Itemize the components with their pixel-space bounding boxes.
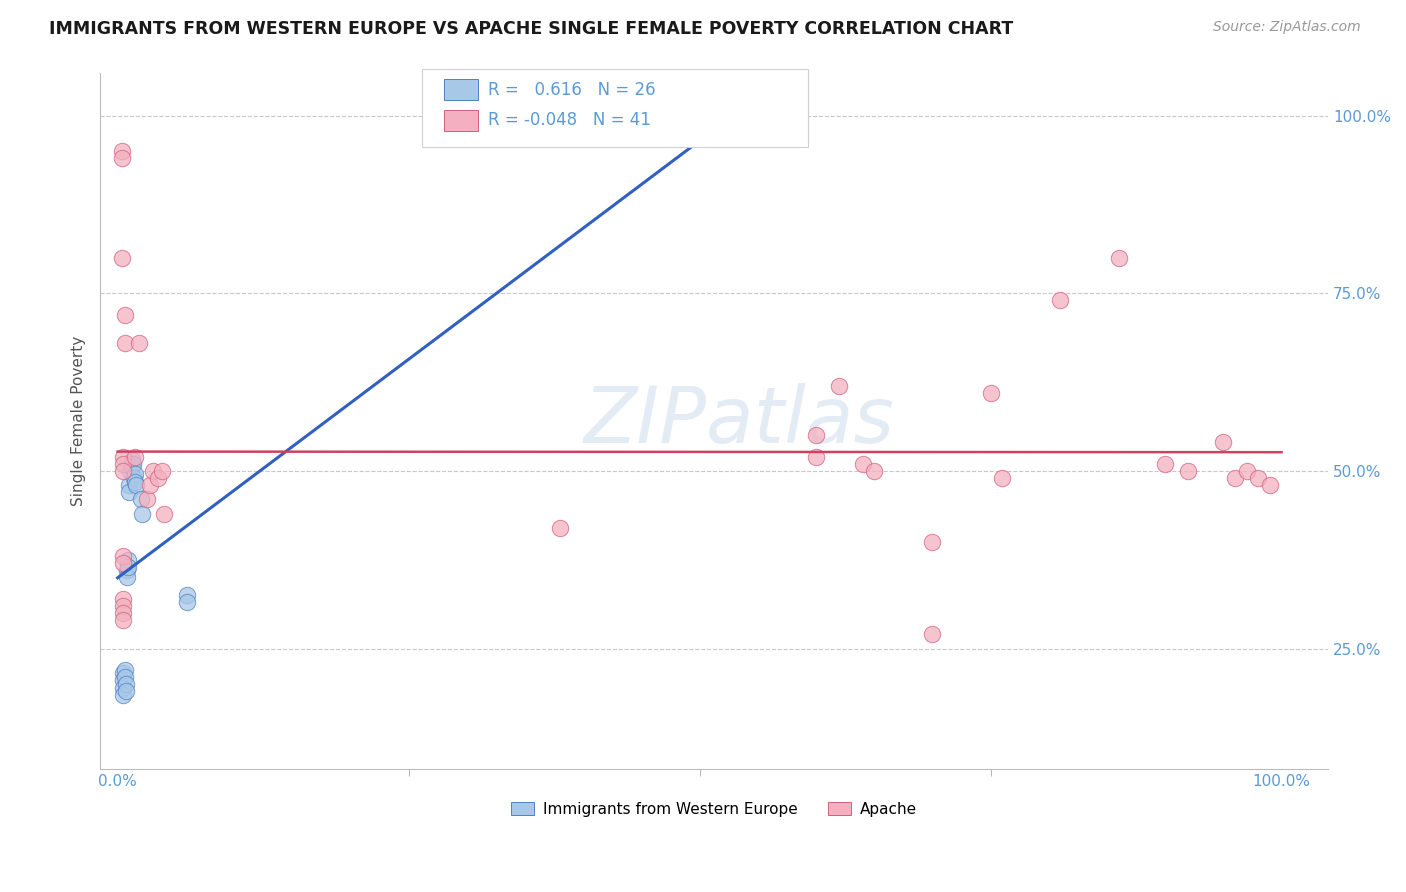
Point [1236, 464, 1258, 478]
Point [1223, 471, 1246, 485]
Point [1212, 435, 1234, 450]
Point [921, 535, 943, 549]
Point [804, 450, 827, 464]
Point [148, 471, 170, 485]
Text: ZIPatlas: ZIPatlas [583, 384, 894, 459]
Point [139, 478, 162, 492]
Point [114, 684, 136, 698]
Point [112, 673, 135, 688]
Point [112, 599, 135, 613]
Point [548, 521, 571, 535]
Point [125, 478, 148, 492]
Text: Source: ZipAtlas.com: Source: ZipAtlas.com [1213, 20, 1361, 34]
Point [129, 492, 152, 507]
Point [114, 308, 136, 322]
Point [153, 507, 176, 521]
Text: IMMIGRANTS FROM WESTERN EUROPE VS APACHE SINGLE FEMALE POVERTY CORRELATION CHART: IMMIGRANTS FROM WESTERN EUROPE VS APACHE… [49, 20, 1014, 37]
Point [980, 385, 1002, 400]
Point [121, 460, 143, 475]
Point [141, 464, 163, 478]
Point [135, 492, 157, 507]
Point [112, 688, 135, 702]
Point [112, 556, 135, 570]
Point [176, 588, 198, 602]
Point [828, 378, 851, 392]
Point [1258, 478, 1281, 492]
Point [131, 507, 153, 521]
Point [121, 453, 143, 467]
Point [112, 613, 135, 627]
Point [117, 552, 139, 566]
Point [150, 464, 173, 478]
Point [115, 563, 138, 577]
Point [1177, 464, 1199, 478]
Point [114, 670, 136, 684]
Point [991, 471, 1014, 485]
Point [124, 450, 146, 464]
Point [122, 471, 145, 485]
Point [176, 595, 198, 609]
Point [112, 681, 135, 695]
Point [112, 464, 135, 478]
Point [1247, 471, 1270, 485]
Legend: Immigrants from Western Europe, Apache: Immigrants from Western Europe, Apache [503, 794, 925, 824]
Point [114, 663, 136, 677]
Point [118, 478, 141, 492]
Point [804, 428, 827, 442]
Point [120, 464, 142, 478]
Point [128, 336, 150, 351]
Point [111, 251, 134, 265]
Point [1154, 457, 1177, 471]
Point [111, 151, 134, 165]
Point [921, 627, 943, 641]
Text: R = -0.048   N = 41: R = -0.048 N = 41 [488, 112, 651, 129]
Point [114, 677, 136, 691]
Point [863, 464, 886, 478]
Point [1049, 293, 1071, 308]
Point [115, 570, 138, 584]
Point [112, 450, 135, 464]
Point [1108, 251, 1130, 265]
Point [112, 457, 135, 471]
Point [117, 559, 139, 574]
Point [114, 336, 136, 351]
Point [112, 666, 135, 681]
Point [111, 144, 134, 158]
Point [118, 485, 141, 500]
Point [112, 606, 135, 620]
Point [124, 467, 146, 482]
Point [124, 475, 146, 489]
Point [112, 549, 135, 563]
Point [851, 457, 873, 471]
Text: R =   0.616   N = 26: R = 0.616 N = 26 [488, 81, 655, 99]
Point [112, 591, 135, 606]
Point [121, 457, 143, 471]
Y-axis label: Single Female Poverty: Single Female Poverty [72, 336, 86, 507]
